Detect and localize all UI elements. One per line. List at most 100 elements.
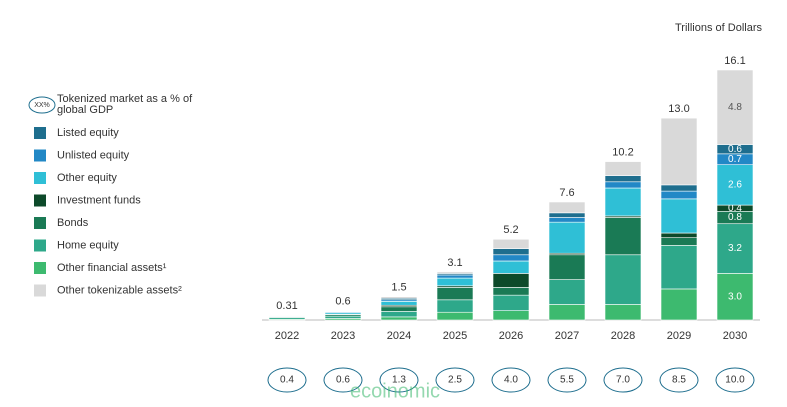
gdp-share-label: 0.4 [280, 375, 294, 386]
legend-label: Bonds [57, 217, 89, 229]
x-tick-label: 2030 [723, 330, 747, 342]
bar-segment [324, 315, 362, 319]
segment-label: 4.8 [728, 102, 742, 113]
bar-segment [548, 279, 586, 305]
segment-label: 0.8 [728, 212, 742, 223]
legend-swatch [34, 217, 46, 229]
total-label: 1.5 [391, 282, 406, 294]
bar-segment [492, 254, 530, 262]
gdp-share-label: 7.0 [616, 375, 630, 386]
bar-segment [492, 310, 530, 321]
bar-segment [492, 273, 530, 288]
legend-label: Investment funds [57, 194, 141, 206]
watermark: ecoinomic [350, 380, 440, 402]
bar-segment [324, 310, 362, 312]
legend-note: Tokenized market as a % of global GDP [57, 94, 193, 116]
gdp-badge [715, 367, 755, 393]
segment-label: 0.6 [728, 144, 742, 155]
bar-segment [660, 237, 698, 246]
bar-segment [716, 69, 754, 145]
legend-swatch [34, 262, 46, 274]
bar-segment [548, 254, 586, 280]
bar-segment [380, 306, 418, 312]
bar-segment [380, 316, 418, 321]
bar-segment [436, 287, 474, 301]
bar-segment [660, 190, 698, 200]
bar-segment [492, 260, 530, 274]
bar-segment [492, 287, 530, 296]
legend-label: Other equity [57, 172, 117, 184]
legend-note-box: Tokenized market as a % of global GDP [57, 94, 193, 116]
badge-outline [28, 96, 56, 114]
bar-segment [380, 296, 418, 299]
legend-label: Home equity [57, 239, 119, 251]
x-tick-label: 2029 [667, 330, 691, 342]
bar-segment [660, 198, 698, 234]
bar-segment [492, 238, 530, 249]
bar-segment [548, 212, 586, 218]
gdp-share-label: 8.5 [672, 375, 686, 386]
gdp-badge [267, 367, 307, 393]
x-tick-label: 2026 [499, 330, 523, 342]
total-label: 13.0 [668, 103, 689, 115]
legend-label: Other tokenizable assets² [57, 284, 182, 296]
gdp-share-label: 2.5 [448, 375, 462, 386]
legend-label: Other financial assets¹ [57, 262, 167, 274]
segment-label: 0.4 [728, 203, 742, 214]
bar-segment [380, 311, 418, 318]
x-tick-label: 2027 [555, 330, 579, 342]
segment-label: 2.6 [728, 180, 742, 191]
bar-segment [436, 277, 474, 287]
bar-segment [436, 311, 474, 321]
total-label: 3.1 [447, 257, 462, 269]
gdp-badge [323, 367, 363, 393]
legend-swatch [34, 127, 46, 139]
bar-segment [548, 201, 586, 214]
legend-swatch [34, 149, 46, 162]
gdp-share-label: 5.5 [560, 375, 574, 386]
bar-segment [604, 161, 642, 176]
x-tick-label: 2024 [387, 330, 411, 342]
bar-segment [604, 304, 642, 321]
bar-segment [660, 245, 698, 290]
gdp-badge [659, 367, 699, 393]
gdp-share-label: 0.6 [336, 375, 350, 386]
total-label: 5.2 [503, 224, 518, 236]
legend-label: Listed equity [57, 127, 119, 139]
gdp-badge [603, 367, 643, 393]
bar-segment [548, 217, 586, 223]
legend-swatch [34, 284, 46, 297]
segment-label: 3.2 [728, 243, 742, 254]
bar-segment [660, 184, 698, 192]
gdp-badge [491, 367, 531, 393]
bar-segment [548, 304, 586, 321]
x-tick-label: 2025 [443, 330, 467, 342]
total-label: 16.1 [724, 55, 745, 67]
bar-segment [436, 299, 474, 313]
gdp-badge [435, 367, 475, 393]
legend-label: Unlisted equity [57, 149, 130, 161]
bar-segment [660, 232, 698, 238]
bar-segment [604, 254, 642, 305]
segment-label: 0.7 [728, 154, 742, 165]
total-label: 7.6 [559, 187, 574, 199]
gdp-share-label: 4.0 [504, 375, 518, 386]
gdp-share-label: 1.3 [392, 375, 406, 386]
bar-segment [492, 248, 530, 256]
total-label: 10.2 [612, 147, 633, 159]
total-label: 0.31 [276, 300, 297, 312]
legend-swatch [34, 172, 46, 184]
bar-segment [436, 271, 474, 274]
legend-swatch [34, 239, 46, 252]
legend-swatch [34, 194, 46, 207]
bar-segment [716, 223, 754, 274]
bar-segment [604, 217, 642, 256]
bar-segment [660, 288, 698, 321]
bar-segment [436, 274, 474, 279]
x-tick-label: 2023 [331, 330, 355, 342]
x-tick-label: 2022 [275, 330, 299, 342]
bar-segment [716, 273, 754, 321]
units-label: Trillions of Dollars [675, 22, 763, 34]
bar-segment [380, 301, 418, 306]
